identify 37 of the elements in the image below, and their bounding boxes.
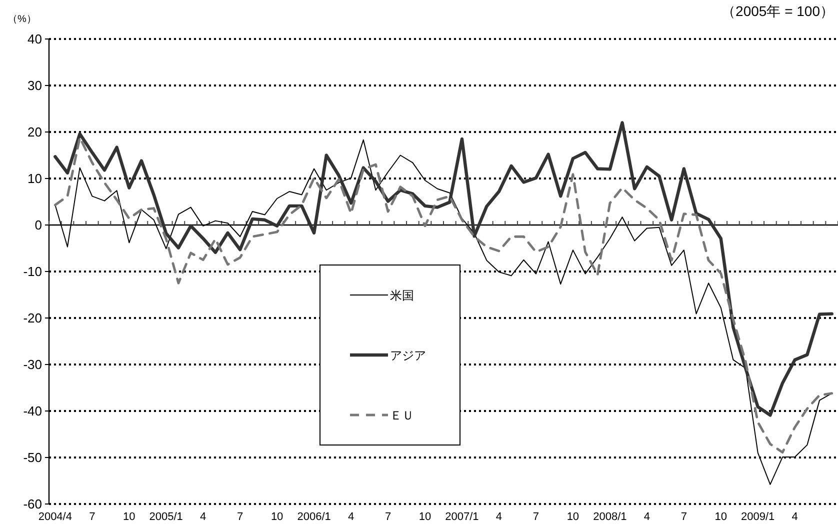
x-tick-label: 7 [89, 511, 96, 523]
x-tick-label: 10 [418, 511, 432, 523]
x-tick-label: 2007/1 [445, 511, 479, 523]
x-tick-label: 7 [680, 511, 687, 523]
x-tick-label: 10 [714, 511, 728, 523]
legend-label: ＥＵ [390, 408, 414, 422]
y-tick-label: 40 [28, 32, 42, 46]
x-tick-label: 10 [566, 511, 580, 523]
y-tick-label: -20 [23, 310, 42, 326]
x-tick-label: 4 [644, 511, 650, 523]
x-tick-label: 4 [792, 511, 798, 523]
y-tick-label: -50 [23, 450, 42, 465]
y-tick-label: -60 [23, 496, 42, 512]
x-tick-label: 2006/1 [297, 511, 331, 523]
x-tick-label: 10 [270, 511, 284, 523]
x-tick-label: 2009/1 [741, 511, 775, 523]
y-tick-label: -30 [23, 357, 42, 372]
y-tick-label: 30 [28, 78, 42, 93]
x-tick-label: 2005/1 [149, 511, 183, 523]
x-tick-label: 7 [532, 511, 540, 523]
y-tick-label: -10 [23, 264, 42, 279]
x-tick-label: 7 [384, 511, 392, 523]
x-tick-label: 4 [348, 511, 354, 523]
x-tick-label: 4 [200, 511, 206, 523]
legend-label: アジア [390, 348, 426, 362]
y-tick-label: 10 [28, 171, 42, 186]
y-tick-label: -40 [23, 404, 42, 418]
y-tick-label: 20 [28, 124, 42, 140]
x-tick-label: 10 [123, 511, 136, 523]
y-tick-label: 0 [34, 218, 42, 232]
x-tick-label: 7 [237, 511, 244, 523]
chart-subtitle: （2005年 = 100） [722, 3, 834, 19]
x-tick-label: 4 [496, 511, 502, 523]
y-axis-title: （%） [8, 14, 36, 25]
x-tick-label: 2008/1 [593, 511, 627, 523]
x-tick-label: 2004/4 [38, 511, 72, 523]
legend-label: 米国 [390, 288, 414, 302]
